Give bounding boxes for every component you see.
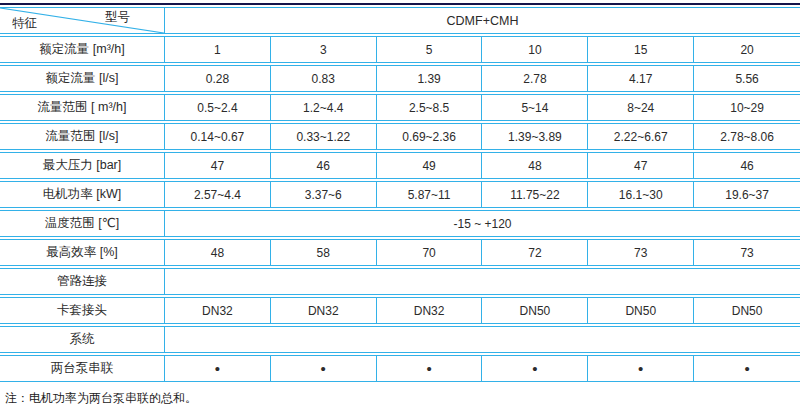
cell-span-value: -15 ~ +120 bbox=[165, 210, 800, 237]
spec-row: 电机功率 [kW]2.57~4.43.37~65.87~1111.75~2216… bbox=[0, 181, 800, 208]
cell-value: 47 bbox=[165, 152, 271, 179]
row-label: 系统 bbox=[0, 326, 165, 353]
cell-value: 1.2~4.4 bbox=[271, 94, 377, 121]
cell-value: 1.39 bbox=[377, 65, 483, 92]
row-label: 流量范围 [l/s] bbox=[0, 123, 165, 150]
row-label: 最大压力 [bar] bbox=[0, 152, 165, 179]
cell-value: DN32 bbox=[165, 297, 271, 324]
cell-value: DN50 bbox=[588, 297, 694, 324]
cell-value: 15 bbox=[588, 36, 694, 63]
cell-value: 2.5~8.5 bbox=[377, 94, 483, 121]
cell-value: 48 bbox=[482, 152, 588, 179]
cell-value: 73 bbox=[694, 239, 800, 266]
row-label: 额定流量 [m³/h] bbox=[0, 36, 165, 63]
cell-span-value bbox=[165, 326, 800, 353]
spec-row: 额定流量 [m³/h]135101520 bbox=[0, 36, 800, 63]
cell-value: 0.69~2.36 bbox=[377, 123, 483, 150]
spec-table-body: 额定流量 [m³/h]135101520额定流量 [l/s]0.280.831.… bbox=[0, 36, 800, 382]
cell-value: 16.1~30 bbox=[588, 181, 694, 208]
cell-value: 2.78 bbox=[482, 65, 588, 92]
cell-value: 2.57~4.4 bbox=[165, 181, 271, 208]
cell-value: 0.5~2.4 bbox=[165, 94, 271, 121]
cell-value: 47 bbox=[588, 152, 694, 179]
cell-value: 5~14 bbox=[482, 94, 588, 121]
spec-row: 流量范围 [l/s]0.14~0.670.33~1.220.69~2.361.3… bbox=[0, 123, 800, 150]
row-label: 电机功率 [kW] bbox=[0, 181, 165, 208]
spec-row: 流量范围 [ m³/h]0.5~2.41.2~4.42.5~8.55~148~2… bbox=[0, 94, 800, 121]
cell-value: 73 bbox=[588, 239, 694, 266]
cell-value: • bbox=[271, 355, 377, 382]
row-label: 卡套接头 bbox=[0, 297, 165, 324]
cell-value: 0.83 bbox=[271, 65, 377, 92]
spec-row: 最大压力 [bar]474649484746 bbox=[0, 152, 800, 179]
spec-row: 卡套接头DN32DN32DN32DN50DN50DN50 bbox=[0, 297, 800, 324]
spec-row: 两台泵串联•••••• bbox=[0, 355, 800, 382]
row-label: 流量范围 [ m³/h] bbox=[0, 94, 165, 121]
cell-value: DN50 bbox=[694, 297, 800, 324]
cell-value: 48 bbox=[165, 239, 271, 266]
cell-value: 0.14~0.67 bbox=[165, 123, 271, 150]
cell-value: • bbox=[165, 355, 271, 382]
cell-value: • bbox=[377, 355, 483, 382]
cell-value: 10 bbox=[482, 36, 588, 63]
spec-row: 最高效率 [%]485870727373 bbox=[0, 239, 800, 266]
cell-value: 5 bbox=[377, 36, 483, 63]
cell-value: 4.17 bbox=[588, 65, 694, 92]
cell-value: 3 bbox=[271, 36, 377, 63]
cell-value: DN32 bbox=[271, 297, 377, 324]
cell-value: • bbox=[588, 355, 694, 382]
cell-value: 46 bbox=[271, 152, 377, 179]
cell-value: 5.87~11 bbox=[377, 181, 483, 208]
series-header: CDMF+CMH bbox=[165, 7, 800, 34]
cell-value: 19.6~37 bbox=[694, 181, 800, 208]
cell-value: 49 bbox=[377, 152, 483, 179]
row-label: 管路连接 bbox=[0, 268, 165, 295]
spec-row: 温度范围 [℃]-15 ~ +120 bbox=[0, 210, 800, 237]
cell-value: DN32 bbox=[377, 297, 483, 324]
cell-value: 8~24 bbox=[588, 94, 694, 121]
spec-row: 系统 bbox=[0, 326, 800, 353]
cell-span-value bbox=[165, 268, 800, 295]
cell-value: 70 bbox=[377, 239, 483, 266]
cell-value: 0.28 bbox=[165, 65, 271, 92]
cell-value: 72 bbox=[482, 239, 588, 266]
cell-value: 5.56 bbox=[694, 65, 800, 92]
row-label: 温度范围 [℃] bbox=[0, 210, 165, 237]
cell-value: 0.33~1.22 bbox=[271, 123, 377, 150]
cell-value: 1 bbox=[165, 36, 271, 63]
spec-row: 管路连接 bbox=[0, 268, 800, 295]
cell-value: 46 bbox=[694, 152, 800, 179]
note-text: 注：电机功率为两台泵串联的总和。 bbox=[5, 390, 800, 407]
corner-model-label: 型号 bbox=[105, 9, 130, 26]
row-label: 额定流量 [l/s] bbox=[0, 65, 165, 92]
cell-value: 2.22~6.67 bbox=[588, 123, 694, 150]
spec-row: 额定流量 [l/s]0.280.831.392.784.175.56 bbox=[0, 65, 800, 92]
row-label: 最高效率 [%] bbox=[0, 239, 165, 266]
cell-value: 11.75~22 bbox=[482, 181, 588, 208]
cell-value: 3.37~6 bbox=[271, 181, 377, 208]
header-row: 型号 特征 CDMF+CMH bbox=[0, 7, 800, 34]
corner-cell: 型号 特征 bbox=[0, 7, 165, 34]
cell-value: 10~29 bbox=[694, 94, 800, 121]
spec-sheet: 型号 特征 CDMF+CMH 额定流量 [m³/h]135101520额定流量 … bbox=[0, 3, 800, 415]
cell-value: 58 bbox=[271, 239, 377, 266]
spec-table: 型号 特征 CDMF+CMH 额定流量 [m³/h]135101520额定流量 … bbox=[0, 5, 800, 384]
cell-value: 2.78~8.06 bbox=[694, 123, 800, 150]
cell-value: • bbox=[482, 355, 588, 382]
cell-value: 20 bbox=[694, 36, 800, 63]
cell-value: 1.39~3.89 bbox=[482, 123, 588, 150]
cell-value: DN50 bbox=[482, 297, 588, 324]
corner-feature-label: 特征 bbox=[12, 15, 37, 32]
row-label: 两台泵串联 bbox=[0, 355, 165, 382]
cell-value: • bbox=[694, 355, 800, 382]
